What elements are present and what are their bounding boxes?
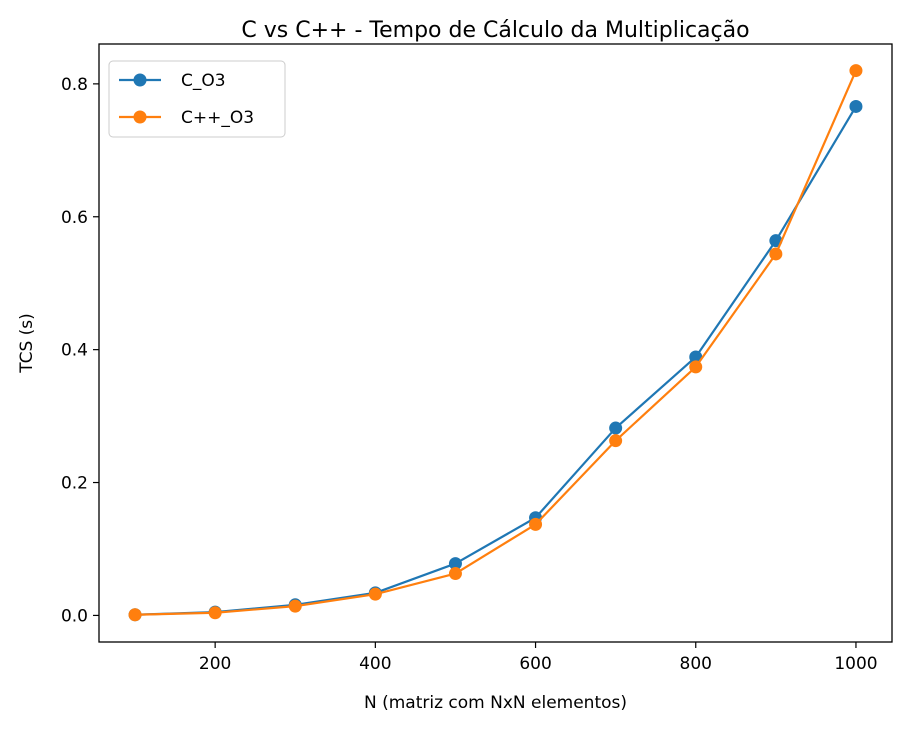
legend: C_O3 C++_O3 [108, 60, 286, 138]
legend-marker-cpp-o3 [133, 110, 147, 124]
x-axis: 200 400 600 800 1000 [199, 642, 878, 674]
y-tick-label: 0.0 [61, 606, 88, 626]
data-point-c-o3 [609, 421, 623, 435]
plot-area [99, 44, 892, 642]
data-point-cpp-o3 [208, 606, 222, 620]
y-tick-label: 0.6 [61, 208, 88, 228]
plot-background [99, 44, 892, 642]
legend-label-c-o3: C_O3 [181, 71, 226, 91]
data-point-cpp-o3 [849, 64, 863, 78]
x-tick-label: 400 [359, 654, 391, 674]
x-tick-label: 800 [680, 654, 712, 674]
y-tick-label: 0.8 [61, 75, 88, 95]
y-axis: 0.0 0.2 0.4 0.6 0.8 [61, 75, 99, 626]
data-point-cpp-o3 [769, 247, 783, 261]
y-tick-label: 0.2 [61, 474, 88, 494]
data-point-cpp-o3 [368, 587, 382, 601]
x-axis-label: N (matriz com NxN elementos) [364, 693, 627, 713]
x-tick-label: 200 [199, 654, 231, 674]
legend-marker-c-o3 [133, 73, 147, 87]
x-tick-label: 600 [519, 654, 551, 674]
data-point-cpp-o3 [689, 360, 703, 374]
plot-frame [98, 43, 893, 643]
series-layer [128, 64, 863, 622]
y-tick-label: 0.4 [61, 341, 88, 361]
data-point-c-o3 [849, 99, 863, 113]
data-point-cpp-o3 [448, 567, 462, 581]
data-point-cpp-o3 [288, 599, 302, 613]
data-point-cpp-o3 [529, 517, 543, 531]
chart-title: C vs C++ - Tempo de Cálculo da Multiplic… [241, 18, 749, 43]
data-point-cpp-o3 [609, 434, 623, 448]
data-point-cpp-o3 [128, 608, 142, 622]
data-point-c-o3 [448, 557, 462, 571]
x-tick-label: 1000 [834, 654, 877, 674]
y-axis-label: TCS (s) [17, 313, 37, 374]
series-line-cpp-o3 [135, 70, 857, 616]
data-point-c-o3 [689, 350, 703, 364]
legend-label-cpp-o3: C++_O3 [181, 108, 254, 128]
